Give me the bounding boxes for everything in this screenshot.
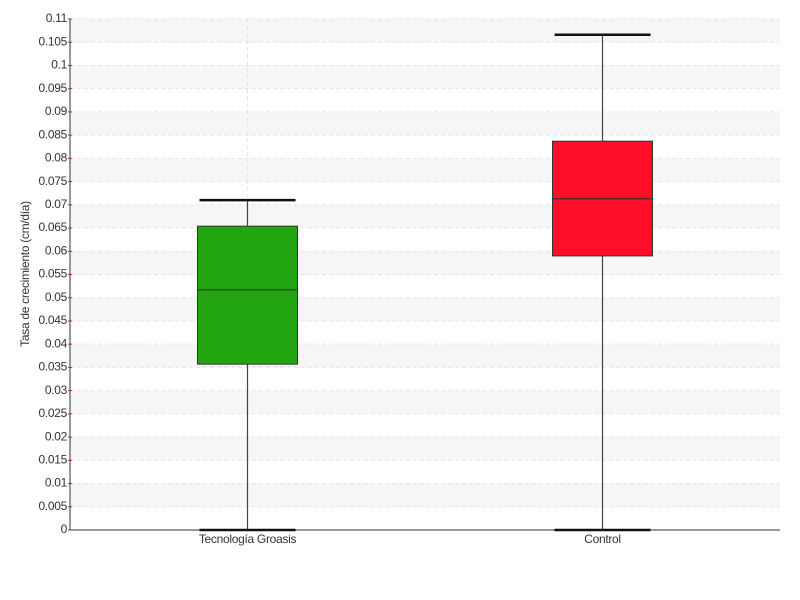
y-tick-label: 0.02 bbox=[45, 429, 68, 443]
y-tick-label: 0.04 bbox=[45, 336, 68, 350]
y-tick-label: 0.05 bbox=[45, 290, 68, 304]
grid-band bbox=[70, 19, 780, 43]
grid-band bbox=[70, 111, 780, 136]
y-tick-label: 0.1 bbox=[51, 58, 67, 72]
y-tick-label: 0.08 bbox=[45, 151, 68, 165]
y-tick-label: 0.095 bbox=[38, 81, 67, 95]
grid-band bbox=[70, 251, 780, 275]
y-tick-label: 0.035 bbox=[38, 360, 67, 374]
y-tick-label: 0 bbox=[61, 522, 68, 536]
y-tick-label: 0.105 bbox=[38, 34, 67, 48]
y-tick-label: 0.075 bbox=[38, 174, 67, 188]
y-tick-label: 0.01 bbox=[45, 476, 68, 490]
box bbox=[197, 225, 298, 365]
grid-band bbox=[70, 390, 780, 414]
y-axis-label: Tasa de crecimiento (cm/día) bbox=[18, 201, 32, 347]
y-tick-label: 0.055 bbox=[38, 267, 67, 281]
grid-band bbox=[70, 483, 780, 507]
y-tick-label: 0.085 bbox=[38, 127, 67, 141]
y-tick-label: 0.015 bbox=[38, 452, 67, 466]
y-tick-label: 0.045 bbox=[38, 313, 67, 327]
grid-band bbox=[70, 158, 780, 182]
grid-band bbox=[70, 65, 780, 89]
y-tick-label: 0.025 bbox=[38, 406, 67, 420]
grid-band bbox=[70, 437, 780, 461]
y-tick-label: 0.09 bbox=[45, 104, 68, 118]
grid-band bbox=[70, 297, 780, 321]
y-tick-label: 0.06 bbox=[45, 243, 68, 257]
y-tick-label: 0.03 bbox=[45, 383, 68, 397]
x-tick-label: Tecnología Groasis bbox=[199, 532, 297, 546]
y-tick-label: 0.11 bbox=[46, 11, 68, 25]
y-tick-label: 0.07 bbox=[45, 197, 68, 211]
x-tick-label: Control bbox=[584, 532, 621, 546]
y-tick-label: 0.065 bbox=[38, 220, 67, 234]
y-tick-label: 0.005 bbox=[38, 499, 67, 513]
grid-band bbox=[70, 344, 780, 368]
grid-band bbox=[70, 204, 780, 229]
